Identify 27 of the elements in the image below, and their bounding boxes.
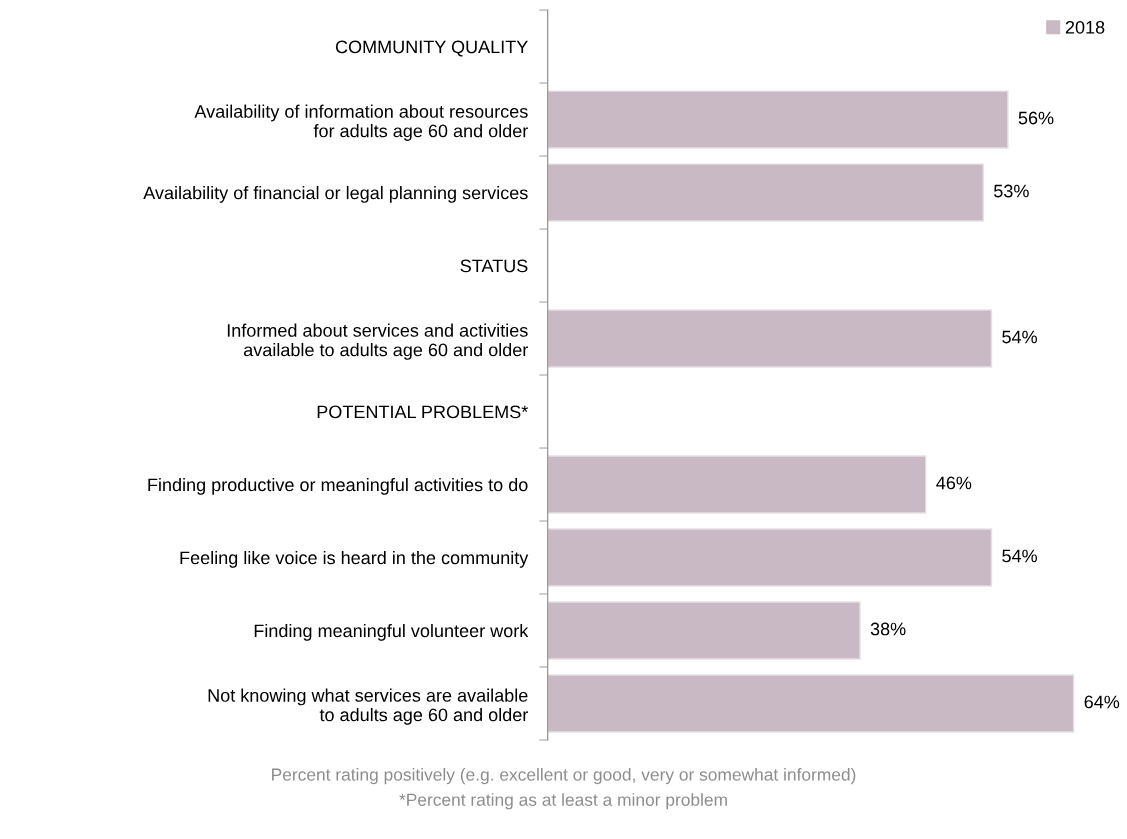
y-tick-label: STATUS bbox=[460, 259, 528, 273]
data-label: 64% bbox=[1084, 695, 1120, 709]
y-tick-label: Availability of information about resources for adults age 60 and older bbox=[194, 104, 528, 141]
bar bbox=[547, 601, 861, 660]
y-tick-label: Availability of financial or legal planning services bbox=[143, 186, 528, 203]
legend-label: 2018 bbox=[1065, 20, 1105, 34]
y-tick-label: COMMUNITY QUALITY bbox=[335, 40, 528, 57]
data-label: 53% bbox=[994, 184, 1029, 198]
y-tick-label: Finding productive or meaningful activities to do bbox=[148, 477, 528, 495]
y-tick-label: Informed about services and activities available to adults age 60 and older bbox=[227, 323, 528, 360]
data-label: 54% bbox=[1002, 549, 1038, 563]
data-label: 38% bbox=[870, 622, 906, 636]
data-label: 54% bbox=[1002, 330, 1038, 344]
y-tick-label: Finding meaningful volunteer work bbox=[254, 623, 529, 641]
y-tick-label: POTENTIAL PROBLEMS* bbox=[317, 405, 528, 419]
bar bbox=[547, 309, 993, 368]
data-label: 46% bbox=[936, 476, 972, 490]
bar bbox=[547, 674, 1075, 733]
text: *Percent rating as at least a minor problem bbox=[399, 793, 727, 810]
data-label: 56% bbox=[1018, 111, 1054, 125]
bar bbox=[547, 90, 1009, 149]
bar bbox=[547, 163, 984, 222]
bar bbox=[547, 528, 993, 587]
text: Percent rating positively (e.g. excellent or good, very or somewhat informed) bbox=[272, 767, 856, 785]
y-tick-label: Feeling like voice is heard in the community bbox=[180, 550, 529, 568]
y-tick-label: Not knowing what services are available to adults age 60 and older bbox=[208, 688, 528, 725]
bar bbox=[547, 455, 927, 514]
